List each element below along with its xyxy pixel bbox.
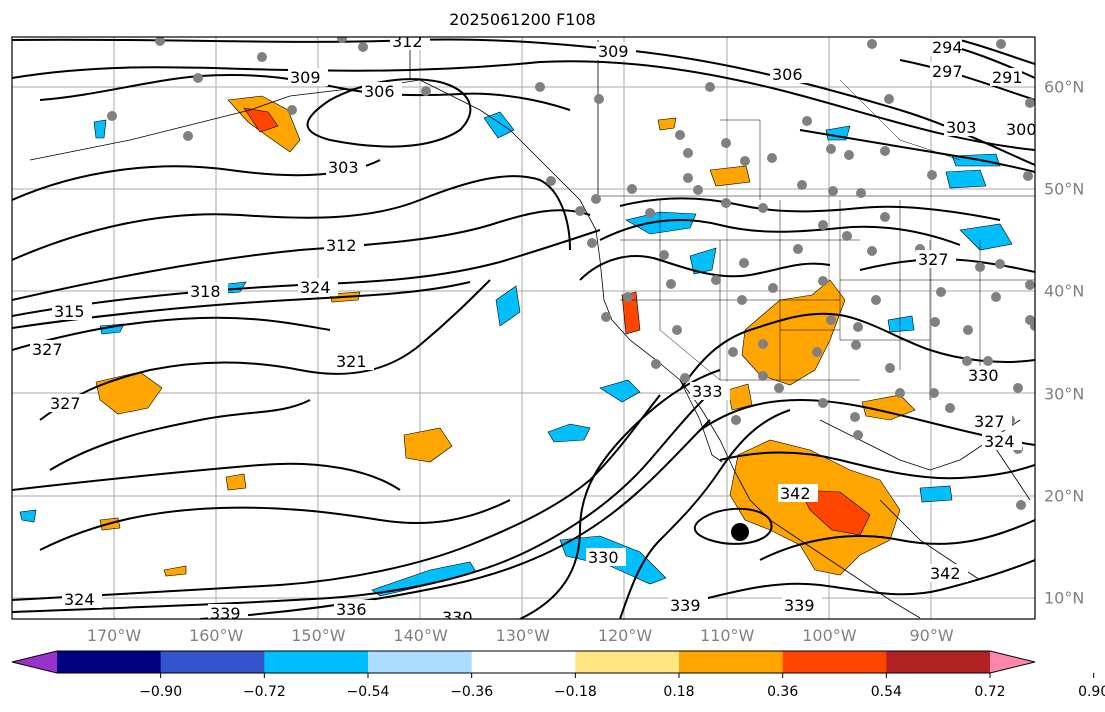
colorbar-tick-label: −0.90 bbox=[139, 684, 183, 700]
colorbar-segment bbox=[886, 651, 991, 673]
contour-label: 297 bbox=[932, 62, 963, 81]
colorbar bbox=[11, 650, 1095, 678]
colorbar-tick-label: 0.18 bbox=[663, 684, 695, 700]
longitude-label: 140°W bbox=[393, 626, 448, 645]
state-borders bbox=[598, 79, 1035, 400]
contour-label: 315 bbox=[54, 302, 85, 321]
contour-label: 339 bbox=[784, 596, 815, 615]
contour-label: 327 bbox=[918, 250, 949, 269]
colorbar-segment bbox=[57, 651, 162, 673]
contour-label: 306 bbox=[364, 82, 395, 101]
colorbar-outline bbox=[11, 650, 1036, 674]
colorbar-tick-label: 0.90 bbox=[1078, 684, 1105, 700]
contour-label: 333 bbox=[692, 382, 723, 401]
longitude-label: 160°W bbox=[189, 626, 244, 645]
colorbar-segment bbox=[679, 651, 784, 673]
colorbar-segment bbox=[471, 651, 576, 673]
contour-label: 327 bbox=[50, 394, 81, 413]
contour-label: 324 bbox=[64, 590, 95, 609]
contour-label: 324 bbox=[984, 432, 1015, 451]
storm-center-marker bbox=[731, 523, 749, 541]
contour-label: 303 bbox=[328, 158, 359, 177]
contour-label: 327 bbox=[32, 340, 63, 359]
colorbar-tick-label: 0.36 bbox=[767, 684, 799, 700]
longitude-label: 90°W bbox=[909, 626, 954, 645]
contour-label: 327 bbox=[974, 412, 1005, 431]
colorbar-segment bbox=[160, 651, 265, 673]
colorbar-segment bbox=[990, 651, 1035, 673]
contour-label: 309 bbox=[290, 68, 321, 87]
longitude-label: 150°W bbox=[291, 626, 346, 645]
contour-label: 300 bbox=[1006, 120, 1037, 139]
longitude-label: 170°W bbox=[86, 626, 142, 645]
contour-label: 306 bbox=[772, 65, 803, 84]
contour-label: 312 bbox=[392, 32, 423, 51]
contour-label: 330 bbox=[588, 548, 619, 567]
colorbar-segment bbox=[782, 651, 887, 673]
contour-label: 291 bbox=[992, 68, 1023, 87]
colorbar-segment bbox=[368, 651, 473, 673]
latitude-label: 10°N bbox=[1044, 588, 1085, 608]
longitude-label: 130°W bbox=[495, 626, 550, 645]
contour-label: 324 bbox=[300, 278, 331, 297]
longitude-label: 120°W bbox=[597, 626, 653, 645]
colorbar-tick-label: −0.54 bbox=[346, 684, 390, 700]
contour-label: 312 bbox=[326, 236, 357, 255]
map-title: 2025061200 F108 bbox=[449, 10, 596, 29]
contour-label: 336 bbox=[336, 600, 367, 619]
colorbar-segment bbox=[12, 651, 57, 673]
colorbar-tick-label: 0.54 bbox=[870, 684, 902, 700]
colorbar-tick-label: −0.36 bbox=[450, 684, 494, 700]
colorbar-segment bbox=[264, 651, 369, 673]
contour-label: 342 bbox=[780, 484, 811, 503]
colorbar-tick-label: −0.18 bbox=[553, 684, 597, 700]
colorbar-tick-label: −0.72 bbox=[242, 684, 286, 700]
contour-label: 330 bbox=[442, 608, 473, 627]
contour-label: 318 bbox=[190, 282, 221, 301]
graticule bbox=[12, 37, 1035, 619]
latitude-label: 40°N bbox=[1044, 281, 1085, 301]
contour-label: 294 bbox=[932, 38, 963, 57]
longitude-label: 100°W bbox=[802, 626, 857, 645]
contour-label: 330 bbox=[968, 366, 999, 385]
latitude-label: 50°N bbox=[1044, 179, 1085, 199]
latitude-label: 60°N bbox=[1044, 77, 1085, 97]
positive-shading bbox=[95, 95, 916, 577]
contour-labels: 312 309 306 303 306 309 294 297 291 303 … bbox=[30, 32, 1037, 627]
colorbar-segment bbox=[575, 651, 680, 673]
map-frame bbox=[11, 36, 1036, 620]
contour-label: 339 bbox=[210, 604, 241, 623]
contour-label: 342 bbox=[930, 564, 961, 583]
station-markers bbox=[107, 37, 1035, 510]
contour-label: 309 bbox=[598, 42, 629, 61]
colorbar-tick-label: 0.72 bbox=[974, 684, 1006, 700]
longitude-label: 110°W bbox=[700, 626, 755, 645]
latitude-label: 30°N bbox=[1044, 384, 1085, 404]
latitude-label: 20°N bbox=[1044, 486, 1085, 506]
contour-label: 321 bbox=[336, 352, 367, 371]
contour-label: 303 bbox=[946, 118, 977, 137]
contour-label: 339 bbox=[670, 596, 701, 615]
